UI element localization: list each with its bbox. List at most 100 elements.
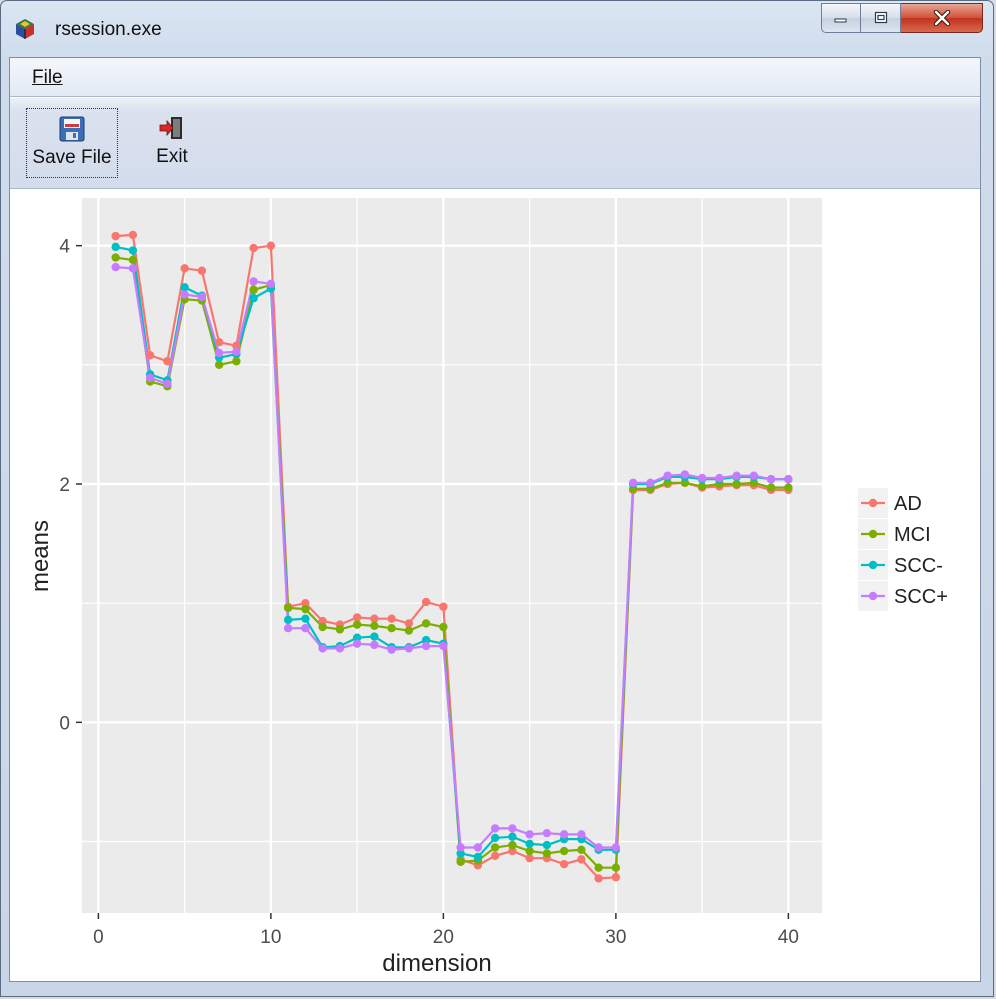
restore-icon bbox=[874, 11, 887, 24]
legend-label-ad: AD bbox=[894, 493, 922, 515]
data-point-sccminus bbox=[473, 852, 483, 862]
y-axis-title: means bbox=[27, 520, 54, 592]
data-point-sccplus bbox=[542, 828, 552, 838]
data-point-sccminus bbox=[283, 615, 293, 625]
data-point-sccplus bbox=[128, 264, 138, 273]
legend-key-point-sccplus bbox=[868, 591, 878, 601]
data-point-ad bbox=[249, 243, 258, 253]
data-point-sccplus bbox=[784, 475, 793, 484]
data-point-sccplus bbox=[352, 639, 362, 648]
data-point-sccplus bbox=[387, 645, 396, 654]
data-point-sccplus bbox=[266, 279, 276, 288]
data-point-mci bbox=[542, 849, 552, 858]
menu-bar: File bbox=[10, 58, 980, 97]
data-point-sccplus bbox=[508, 824, 517, 833]
r-cube-icon bbox=[16, 19, 34, 39]
data-point-sccplus bbox=[680, 470, 690, 479]
data-point-sccplus bbox=[249, 277, 258, 286]
data-point-ad bbox=[266, 241, 276, 250]
data-point-mci bbox=[370, 621, 379, 631]
data-point-ad bbox=[559, 859, 569, 869]
data-point-mci bbox=[283, 603, 293, 613]
data-point-sccplus bbox=[370, 640, 379, 650]
data-point-sccplus bbox=[611, 843, 621, 852]
data-point-sccminus bbox=[508, 832, 517, 841]
data-point-sccminus bbox=[249, 293, 258, 303]
title-bar[interactable]: rsession.exe bbox=[1, 1, 993, 59]
data-point-ad bbox=[525, 853, 534, 863]
data-point-mci bbox=[766, 483, 776, 492]
data-point-mci bbox=[508, 840, 517, 850]
x-axis-title: dimension bbox=[382, 950, 491, 977]
legend-key-point-ad bbox=[868, 498, 878, 508]
minimize-button[interactable] bbox=[821, 3, 861, 33]
plot-panel bbox=[82, 198, 822, 913]
maximize-button[interactable] bbox=[861, 3, 901, 33]
data-point-sccplus bbox=[559, 830, 569, 839]
data-point-ad bbox=[232, 341, 241, 350]
means-line-chart: 0 10 20 30 40 0 2 4 dimension means AD MCI SCC- SC… bbox=[27, 198, 948, 977]
close-icon bbox=[933, 10, 950, 26]
legend-key-point-mci bbox=[868, 529, 878, 539]
data-point-sccplus bbox=[318, 644, 327, 653]
data-point-ad bbox=[387, 614, 396, 623]
floppy-disk-icon bbox=[59, 116, 85, 142]
data-point-sccplus bbox=[163, 379, 172, 389]
x-tick-label: 0 bbox=[93, 927, 104, 948]
data-point-ad bbox=[214, 337, 224, 347]
data-point-sccminus bbox=[421, 635, 431, 645]
data-point-mci bbox=[318, 622, 327, 632]
data-point-sccplus bbox=[145, 373, 155, 383]
data-point-ad bbox=[180, 264, 189, 273]
data-point-sccplus bbox=[283, 623, 293, 633]
data-point-sccplus bbox=[577, 830, 586, 839]
data-point-mci bbox=[456, 857, 465, 866]
data-point-sccplus bbox=[180, 290, 189, 299]
data-point-ad bbox=[370, 614, 379, 623]
data-point-mci bbox=[680, 478, 690, 488]
data-point-sccplus bbox=[663, 471, 672, 480]
data-point-sccplus bbox=[421, 641, 431, 651]
data-point-sccplus bbox=[456, 843, 465, 852]
data-point-ad bbox=[301, 598, 310, 608]
toolbar: Save File Exit bbox=[10, 98, 980, 189]
data-point-sccplus bbox=[715, 473, 724, 483]
data-point-sccplus bbox=[473, 843, 483, 852]
data-point-ad bbox=[577, 855, 586, 864]
menu-file[interactable]: File bbox=[30, 67, 65, 89]
legend-label-sccplus: SCC+ bbox=[894, 586, 948, 608]
data-point-sccminus bbox=[456, 849, 465, 858]
data-point-sccplus bbox=[214, 348, 224, 358]
data-point-mci bbox=[335, 625, 345, 634]
data-point-sccminus bbox=[490, 833, 500, 843]
data-point-ad bbox=[145, 351, 155, 360]
data-point-sccplus bbox=[697, 473, 707, 483]
data-point-sccplus bbox=[404, 644, 414, 653]
close-button[interactable] bbox=[901, 3, 983, 33]
exit-button[interactable]: Exit bbox=[140, 108, 204, 178]
data-point-sccminus bbox=[128, 246, 138, 255]
legend-label-mci: MCI bbox=[894, 524, 931, 546]
data-point-mci bbox=[439, 622, 448, 632]
data-point-ad bbox=[197, 266, 207, 275]
save-file-button[interactable]: Save File bbox=[26, 108, 118, 178]
data-point-sccminus bbox=[542, 840, 552, 850]
data-point-sccminus bbox=[525, 839, 534, 849]
data-point-sccplus bbox=[749, 471, 759, 480]
x-tick-label: 20 bbox=[433, 927, 454, 948]
data-point-ad bbox=[111, 231, 120, 241]
x-tick-label: 40 bbox=[778, 927, 799, 948]
data-point-mci bbox=[490, 843, 500, 852]
series-line-sccplus bbox=[115, 266, 789, 849]
save-file-label: Save File bbox=[32, 147, 112, 168]
menu-file-label: File bbox=[32, 67, 63, 88]
data-point-sccplus bbox=[232, 347, 241, 356]
data-point-mci bbox=[732, 479, 741, 489]
data-point-mci bbox=[387, 623, 396, 633]
data-point-sccplus bbox=[766, 475, 776, 484]
data-point-ad bbox=[318, 616, 327, 626]
data-point-mci bbox=[232, 357, 241, 366]
data-point-sccplus bbox=[525, 830, 534, 839]
data-point-ad bbox=[163, 357, 172, 366]
